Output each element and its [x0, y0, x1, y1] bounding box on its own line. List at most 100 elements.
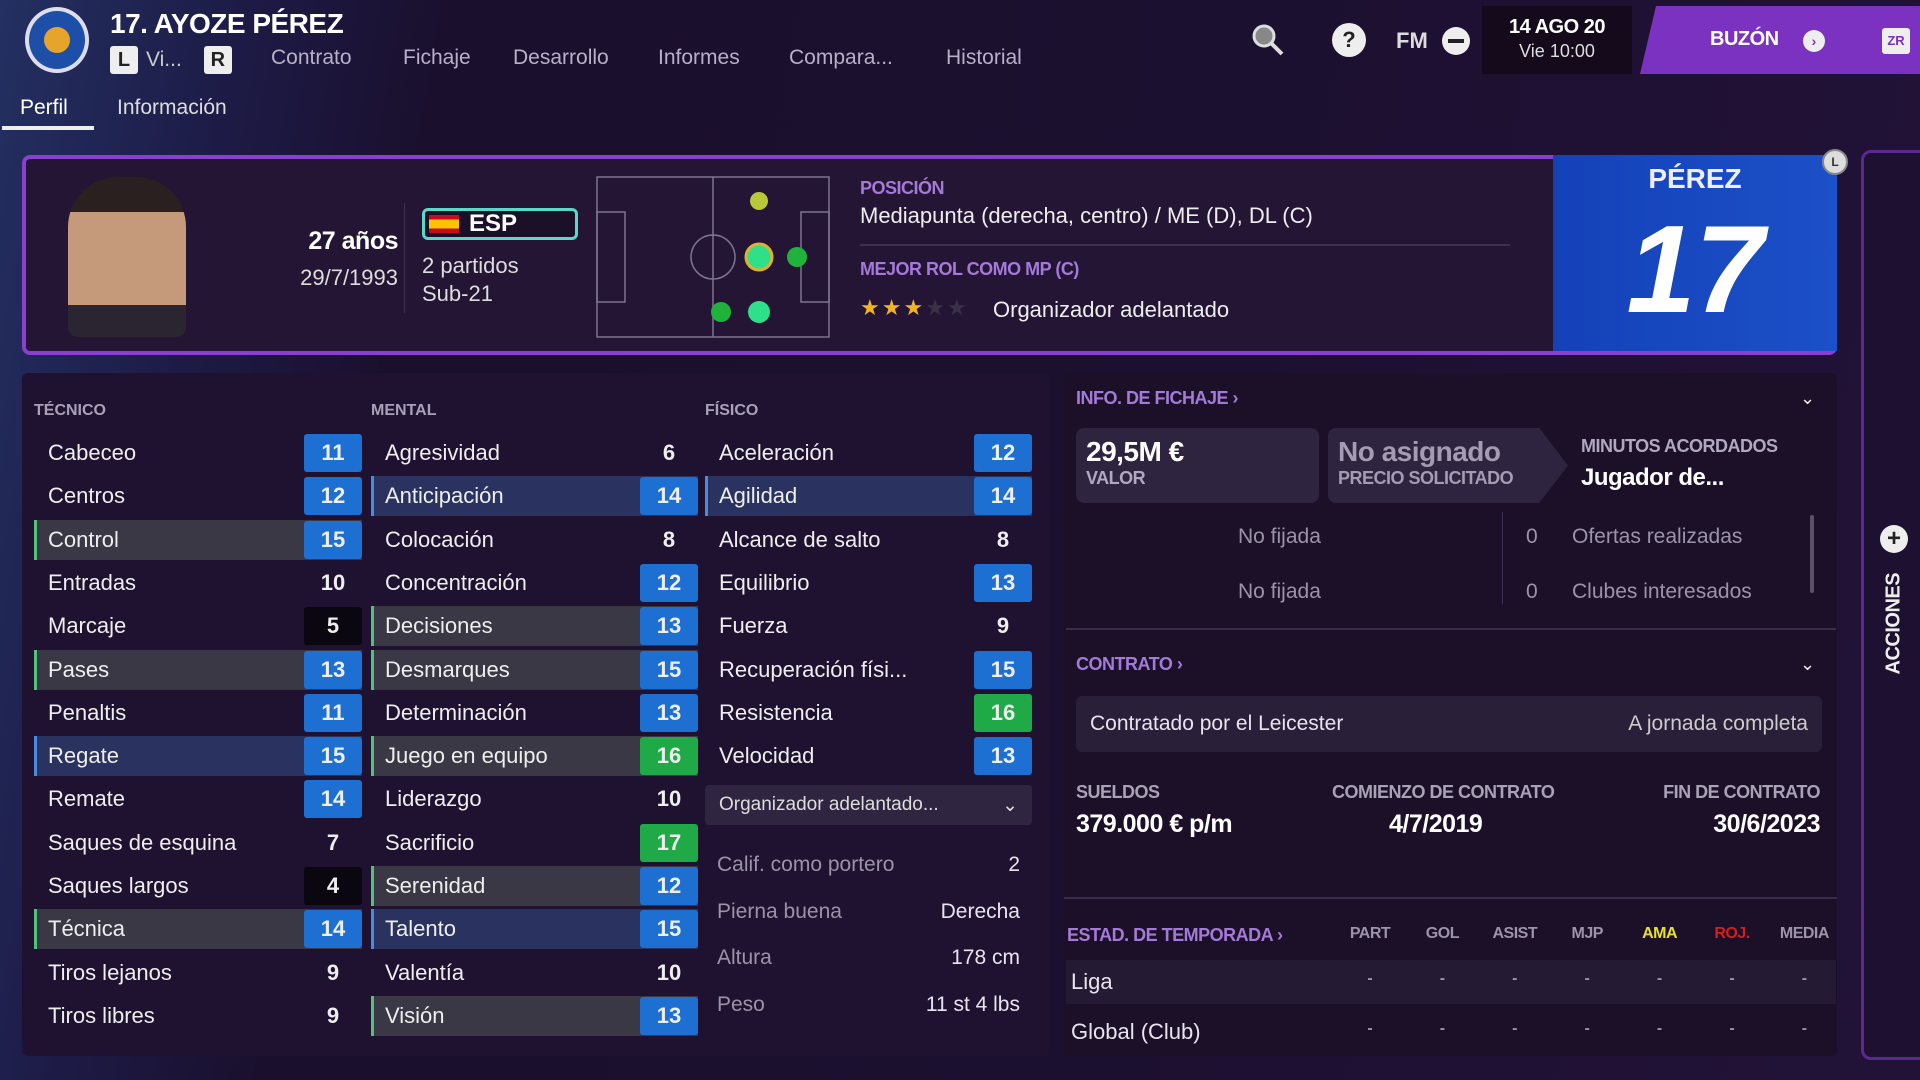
actions-sidebar[interactable]: + ACCIONES	[1861, 150, 1920, 1060]
attribute-row[interactable]: Visión 13	[371, 995, 698, 1036]
date-panel[interactable]: 14 AGO 20 Vie 10:00	[1482, 6, 1632, 74]
stat-column-header[interactable]: GOL	[1425, 925, 1460, 942]
tab-perfil[interactable]: Perfil	[20, 96, 68, 119]
attribute-row[interactable]: Determinación 13	[371, 693, 698, 733]
nation-badge[interactable]: ESP	[422, 208, 578, 240]
attribute-name: Concentración	[385, 569, 527, 595]
nav-informes[interactable]: Informes	[658, 46, 740, 69]
attribute-name: Velocidad	[719, 743, 815, 769]
attribute-row[interactable]: Decisiones 13	[371, 606, 698, 647]
minutes-label: MINUTOS ACORDADOS	[1581, 436, 1778, 456]
profile-card: 27 años 29/7/1993 ESP 2 partidos Sub-21 …	[22, 149, 1848, 355]
attribute-row[interactable]: Control 15	[34, 519, 362, 560]
attribute-row[interactable]: Regate 15	[34, 736, 362, 777]
attribute-row[interactable]: Velocidad 13	[705, 736, 1032, 776]
attribute-row[interactable]: Agresividad 6	[371, 433, 698, 473]
stat-column-header[interactable]: PART	[1349, 925, 1391, 942]
transfer-info-link[interactable]: INFO. DE FICHAJE ›	[1076, 388, 1239, 408]
fm-minus-icon[interactable]	[1442, 27, 1470, 55]
attribute-row[interactable]: Juego en equipo 16	[371, 736, 698, 777]
stat-value: -	[1439, 970, 1446, 987]
help-icon[interactable]: ?	[1332, 23, 1366, 57]
contract-link[interactable]: CONTRATO ›	[1076, 654, 1183, 674]
attribute-value: 6	[662, 440, 676, 465]
nav-contrato[interactable]: Contrato	[271, 46, 352, 69]
attribute-row[interactable]: Recuperación físi... 15	[705, 650, 1032, 690]
attribute-row[interactable]: Resistencia 16	[705, 693, 1032, 733]
nav-historial[interactable]: Historial	[946, 46, 1022, 69]
stat-column-header[interactable]: ASIST	[1492, 925, 1538, 942]
value-card: 29,5M € VALOR	[1076, 428, 1319, 503]
club-logo[interactable]	[25, 7, 89, 73]
attribute-row[interactable]: Sacrificio 17	[371, 823, 698, 863]
next-player-button[interactable]: R	[203, 46, 232, 74]
stat-column-header[interactable]: AMA	[1642, 925, 1678, 942]
attribute-value: 16	[640, 737, 698, 776]
attribute-row[interactable]: Técnica 14	[34, 909, 362, 950]
attribute-name: Liderazgo	[385, 786, 482, 812]
attribute-row[interactable]: Anticipación 14	[371, 476, 698, 517]
attribute-value: 15	[640, 910, 698, 949]
contract-summary: Contratado por el Leicester A jornada co…	[1076, 696, 1822, 752]
attribute-row[interactable]: Tiros libres 9	[34, 996, 362, 1036]
attribute-row[interactable]: Saques largos 4	[34, 866, 362, 906]
attribute-row[interactable]: Remate 14	[34, 779, 362, 819]
attribute-row[interactable]: Colocación 8	[371, 520, 698, 560]
attribute-row[interactable]: Pases 13	[34, 649, 362, 690]
attribute-row[interactable]: Aceleración 12	[705, 433, 1032, 473]
stat-value: -	[1512, 1020, 1518, 1037]
asking-price-tag[interactable]: No asignado PRECIO SOLICITADO	[1328, 428, 1568, 503]
attribute-name: Entradas	[48, 569, 137, 595]
attribute-row[interactable]: Talento 15	[371, 909, 698, 950]
attribute-value: 9	[996, 613, 1010, 639]
stat-column-header[interactable]: MJP	[1571, 925, 1603, 942]
search-icon[interactable]	[1250, 22, 1286, 65]
attribute-row[interactable]: Saques de esquina 7	[34, 823, 362, 863]
national-level: Sub-21	[422, 281, 493, 306]
attribute-row[interactable]: Fuerza 9	[705, 606, 1032, 646]
attribute-value: 11	[304, 693, 362, 732]
role-select-dropdown[interactable]: Organizador adelantado... ⌄	[705, 785, 1032, 825]
season-row[interactable]	[1066, 960, 1836, 1004]
attribute-name: Remate	[48, 786, 126, 812]
attribute-row[interactable]: Serenidad 12	[371, 866, 698, 906]
tab-informacion[interactable]: Información	[117, 96, 227, 119]
stat-column-header[interactable]: MEDIA	[1779, 925, 1830, 942]
attribute-row[interactable]: Valentía 10	[371, 953, 698, 993]
attribute-name: Penaltis	[48, 699, 127, 725]
info-value: Derecha	[940, 899, 1020, 923]
lock-badge-icon[interactable]: L	[1822, 149, 1848, 175]
attribute-name: Juego en equipo	[385, 743, 548, 769]
attribute-name: Aceleración	[719, 440, 834, 465]
attribute-row[interactable]: Marcaje 5	[34, 606, 362, 646]
attribute-row[interactable]: Penaltis 11	[34, 693, 362, 733]
competition-name: Global (Club)	[1071, 1019, 1201, 1044]
attribute-row[interactable]: Equilibrio 13	[705, 563, 1032, 603]
plus-icon: +	[1880, 525, 1908, 553]
nav-overview[interactable]: Vi...	[146, 48, 182, 71]
attribute-row[interactable]: Agilidad 14	[705, 476, 1032, 517]
attribute-row[interactable]: Liderazgo 10	[371, 779, 698, 819]
inbox-button[interactable]: BUZÓN › ZR	[1640, 6, 1920, 74]
stat-value: -	[1512, 970, 1518, 987]
nav-fichaje[interactable]: Fichaje	[403, 46, 471, 69]
nav-comparar[interactable]: Compara...	[789, 46, 893, 69]
chevron-down-icon[interactable]: ⌄	[1800, 654, 1816, 674]
attribute-row[interactable]: Concentración 12	[371, 563, 698, 603]
chevron-down-icon[interactable]: ⌄	[1800, 388, 1816, 408]
role-stars: ★★★★★	[860, 295, 969, 321]
attribute-row[interactable]: Desmarques 15	[371, 649, 698, 690]
minutes-value: Jugador de...	[1581, 464, 1724, 491]
attribute-row[interactable]: Centros 12	[34, 476, 362, 516]
scrollbar[interactable]	[1810, 515, 1814, 593]
stat-column-header[interactable]: ROJ.	[1714, 925, 1750, 942]
nav-desarrollo[interactable]: Desarrollo	[513, 46, 609, 69]
attribute-row[interactable]: Alcance de salto 8	[705, 520, 1032, 560]
attribute-name: Alcance de salto	[719, 526, 881, 552]
zr-button-icon[interactable]: ZR	[1882, 28, 1910, 54]
attribute-row[interactable]: Entradas 10	[34, 563, 362, 603]
attribute-row[interactable]: Cabeceo 11	[34, 433, 362, 473]
season-stats-link[interactable]: ESTAD. DE TEMPORADA ›	[1067, 925, 1283, 945]
prev-player-button[interactable]: L	[110, 46, 138, 74]
attribute-row[interactable]: Tiros lejanos 9	[34, 953, 362, 993]
